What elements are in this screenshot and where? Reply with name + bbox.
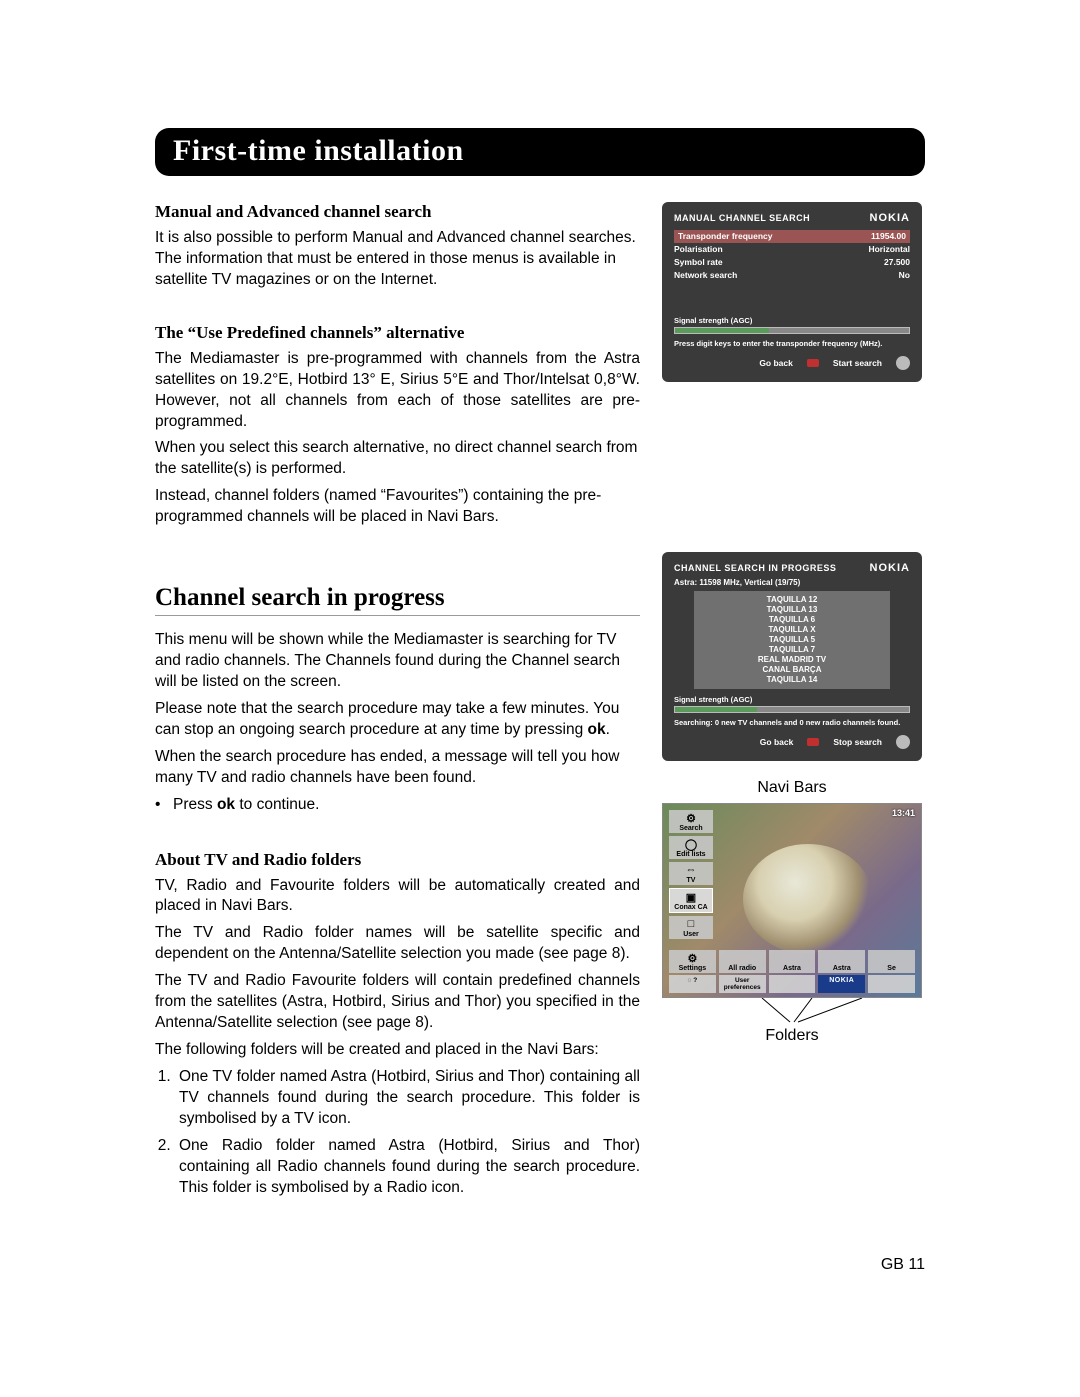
heading-manual-advanced: Manual and Advanced channel search	[155, 202, 640, 222]
navibars-bottom-item	[868, 975, 915, 993]
channel-list-item: TAQUILLA 7	[704, 645, 880, 655]
channel-list-item: TAQUILLA 6	[704, 615, 880, 625]
channel-list-item: TAQUILLA 12	[704, 595, 880, 605]
para-predefined-2: When you select this search alternative,…	[155, 438, 640, 480]
page-title: First-time installation	[173, 134, 464, 167]
panel2-channel-list: TAQUILLA 12TAQUILLA 13TAQUILLA 6TAQUILLA…	[694, 591, 890, 689]
panel2-signal-label: Signal strength (AGC)	[674, 695, 910, 704]
ok-button-icon	[896, 735, 910, 749]
panel1-row-symbolrate: Symbol rate 27.500	[674, 256, 910, 269]
figure-manual-search-panel: MANUAL CHANNEL SEARCH NOKIA Transponder …	[662, 202, 922, 382]
para-search-1: This menu will be shown while the Mediam…	[155, 630, 640, 693]
channel-list-item: TAQUILLA X	[704, 625, 880, 635]
para-folders-3: The TV and Radio Favourite folders will …	[155, 971, 640, 1034]
heading-channel-search: Channel search in progress	[155, 584, 640, 616]
figure-search-progress-panel: CHANNEL SEARCH IN PROGRESS NOKIA Astra: …	[662, 552, 922, 761]
para-folders-4: The following folders will be created an…	[155, 1040, 640, 1061]
navibars-vcol-item: ▣Conax CA	[669, 888, 713, 913]
para-manual-advanced: It is also possible to perform Manual an…	[155, 228, 640, 291]
navibars-vcol-item: ⚙Search	[669, 810, 713, 833]
para-predefined-3: Instead, channel folders (named “Favouri…	[155, 486, 640, 528]
navibars-vcol-item: ⇔TV	[669, 862, 713, 885]
panel1-start-search: Start search	[833, 358, 882, 368]
folders-list: One TV folder named Astra (Hotbird, Siri…	[155, 1067, 640, 1199]
folders-pointer-lines	[662, 998, 922, 1028]
navibars-vcol-item: □User	[669, 916, 713, 939]
heading-about-folders: About TV and Radio folders	[155, 850, 640, 870]
folders-list-item-1: One TV folder named Astra (Hotbird, Siri…	[175, 1067, 640, 1130]
para-folders-1: TV, Radio and Favourite folders will be …	[155, 876, 640, 918]
heading-predefined: The “Use Predefined channels” alternativ…	[155, 323, 640, 343]
panel2-stop-search: Stop search	[833, 737, 882, 747]
panel1-row-frequency: Transponder frequency 11954.00	[674, 230, 910, 243]
navibars-bottom-item: User preferences	[719, 975, 766, 993]
panel1-go-back: Go back	[759, 358, 793, 368]
channel-list-item: TAQUILLA 5	[704, 635, 880, 645]
navibars-bottom-item	[769, 975, 816, 993]
red-button-icon	[807, 738, 819, 746]
navibars-label-bottom: Folders	[662, 1027, 922, 1045]
navibars-hrow-item: ⚙Settings	[669, 950, 716, 973]
panel2-go-back: Go back	[760, 737, 794, 747]
folders-list-item-2: One Radio folder named Astra (Hotbird, S…	[175, 1136, 640, 1199]
page-number: GB 11	[881, 1256, 925, 1274]
navibars-clock: 13:41	[892, 808, 915, 818]
channel-list-item: TAQUILLA 14	[704, 675, 880, 685]
panel1-row-polarisation: Polarisation Horizontal	[674, 243, 910, 256]
channel-list-item: CANAL BARÇA	[704, 665, 880, 675]
panel1-title: MANUAL CHANNEL SEARCH	[674, 213, 810, 223]
navibars-hrow-item: Astra	[818, 950, 865, 973]
page-title-bar: First-time installation	[155, 128, 925, 176]
ok-button-icon	[896, 356, 910, 370]
navibars-label-top: Navi Bars	[662, 779, 922, 797]
navibars-hrow-item: Astra	[769, 950, 816, 973]
panel1-hint: Press digit keys to enter the transponde…	[674, 339, 910, 348]
panel1-signal-label: Signal strength (AGC)	[674, 316, 910, 325]
panel2-signal-bar	[674, 706, 910, 713]
panel1-signal-bar	[674, 327, 910, 334]
navibars-hrow-item: All radio	[719, 950, 766, 973]
panel2-subtitle: Astra: 11598 MHz, Vertical (19/75)	[674, 578, 910, 587]
para-search-3: When the search procedure has ended, a m…	[155, 747, 640, 789]
panel2-title: CHANNEL SEARCH IN PROGRESS	[674, 563, 836, 573]
bullet-press-ok: • Press ok to continue.	[155, 795, 640, 816]
navibars-hrow-item: Se	[868, 950, 915, 973]
para-search-2: Please note that the search procedure ma…	[155, 699, 640, 741]
nokia-logo: NOKIA	[870, 212, 910, 224]
para-folders-2: The TV and Radio folder names will be sa…	[155, 923, 640, 965]
panel2-hint: Searching: 0 new TV channels and 0 new r…	[674, 718, 910, 727]
navibars-bottom-item: ◌ ?	[669, 975, 716, 993]
navibars-vcol-item: ◯Edit lists	[669, 836, 713, 859]
navibars-bottom-item: NOKIA	[818, 975, 865, 993]
channel-list-item: REAL MADRID TV	[704, 655, 880, 665]
red-button-icon	[807, 359, 819, 367]
channel-list-item: TAQUILLA 13	[704, 605, 880, 615]
figure-navibars-screenshot: 13:41 ⚙Search ◯Edit lists ⇔TV ▣Conax CA □Use…	[662, 803, 922, 998]
nokia-logo: NOKIA	[870, 562, 910, 574]
panel1-row-network: Network search No	[674, 269, 910, 282]
para-predefined-1: The Mediamaster is pre-programmed with c…	[155, 349, 640, 433]
